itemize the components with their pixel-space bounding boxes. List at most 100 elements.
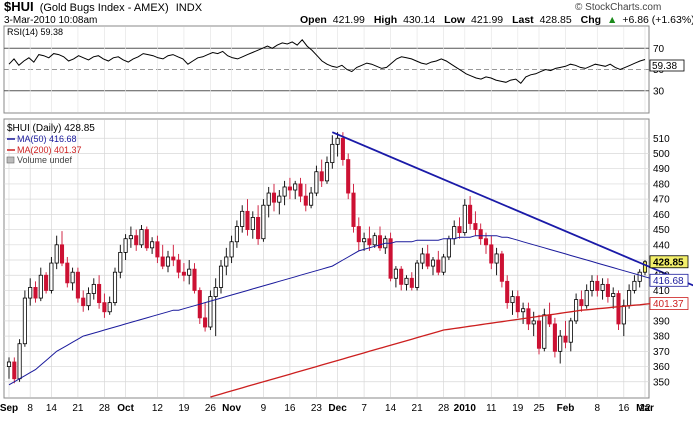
- candle: [642, 260, 648, 276]
- candle-body: [123, 238, 128, 253]
- candle-body: [65, 262, 70, 284]
- candle-body: [298, 183, 303, 197]
- x-tick-label: 8: [27, 403, 33, 414]
- candle: [17, 339, 22, 382]
- candle-body: [218, 265, 224, 288]
- candle: [271, 183, 277, 212]
- candle: [377, 226, 383, 251]
- candle: [293, 180, 298, 200]
- candle-body: [28, 287, 33, 299]
- x-tick-label: 14: [385, 403, 397, 414]
- candle-body: [595, 280, 600, 291]
- candle-body: [377, 235, 383, 249]
- candle-body: [483, 238, 489, 246]
- candle-body: [91, 283, 96, 294]
- last-label: Last: [512, 14, 534, 26]
- candle-body: [144, 229, 149, 249]
- candle-body: [245, 210, 250, 230]
- candle-body: [552, 323, 557, 352]
- candle-body: [510, 296, 515, 304]
- candle: [28, 278, 33, 306]
- candle-body: [12, 361, 17, 380]
- candle-body: [430, 259, 436, 267]
- candle: [510, 290, 515, 315]
- candle-body: [335, 137, 340, 145]
- candle: [208, 290, 213, 331]
- price-tick-label: 440: [653, 240, 670, 251]
- candle-body: [187, 268, 192, 276]
- ma200-badge-text: 401.37: [653, 299, 684, 310]
- candle: [187, 260, 192, 285]
- price-badges: 428.85 416.68 401.37: [649, 255, 689, 310]
- x-tick-label: 28: [99, 403, 111, 414]
- candle-body: [176, 259, 181, 273]
- candle: [160, 244, 165, 270]
- low-value: 421.99: [471, 14, 503, 26]
- candle: [139, 225, 144, 248]
- candle-body: [165, 256, 171, 267]
- candle: [505, 275, 510, 309]
- candle: [277, 190, 282, 215]
- chg-label: Chg: [581, 14, 601, 26]
- candle: [118, 244, 123, 279]
- candle: [632, 275, 637, 294]
- candle-body: [75, 271, 80, 299]
- price-tick-label: 490: [653, 164, 670, 175]
- candle-body: [86, 293, 91, 307]
- rsi-tick-label: 70: [653, 44, 665, 55]
- candle: [287, 177, 292, 200]
- candle-body: [627, 290, 632, 307]
- candle: [605, 278, 610, 303]
- candle-body: [6, 361, 12, 367]
- candle-body: [171, 256, 176, 261]
- candle: [568, 317, 573, 352]
- candle-body: [441, 256, 446, 273]
- price-tick-label: 500: [653, 149, 670, 160]
- candle-body: [330, 143, 335, 164]
- high-label: High: [374, 14, 397, 26]
- candle-body: [505, 280, 510, 304]
- candle-body: [229, 241, 234, 258]
- candle: [234, 220, 239, 248]
- candle-body: [420, 253, 425, 264]
- candle-body: [425, 253, 430, 267]
- candle-body: [446, 238, 451, 258]
- candle: [123, 234, 128, 261]
- header: $HUI (Gold Bugs Index - AMEX) INDX © Sto…: [4, 0, 693, 26]
- price-tick-label: 460: [653, 210, 670, 221]
- candle-body: [489, 244, 494, 264]
- candle-body: [563, 335, 568, 343]
- candle-body: [181, 271, 186, 276]
- candle-body: [452, 226, 457, 240]
- candle: [144, 226, 149, 251]
- price-panel-label: $HUI (Daily) 428.85: [7, 123, 95, 134]
- x-tick-label: 25: [533, 403, 545, 414]
- candle: [112, 267, 118, 306]
- candle: [224, 247, 229, 276]
- candle-body: [54, 244, 59, 264]
- price-tick-label: 370: [653, 347, 670, 358]
- candle: [86, 287, 91, 311]
- candle-body: [579, 299, 584, 307]
- ma200-badge: 401.37: [649, 297, 689, 310]
- candle: [399, 266, 404, 291]
- candle-body: [468, 204, 473, 224]
- candle-body: [457, 226, 462, 234]
- candle-body: [224, 256, 229, 267]
- ma200-legend-label: MA(200) 401.37: [17, 145, 82, 155]
- candle-body: [324, 162, 330, 182]
- candle: [303, 183, 308, 212]
- candle-body: [600, 283, 605, 291]
- candle: [298, 177, 303, 203]
- x-tick-label: Nov: [222, 403, 241, 414]
- candle: [616, 290, 621, 331]
- price-legend: $HUI (Daily) 428.85 MA(50) 416.68 MA(200…: [6, 123, 95, 165]
- candle-body: [208, 296, 213, 328]
- candle-body: [547, 314, 552, 325]
- candle: [340, 132, 345, 166]
- candle-body: [33, 287, 38, 299]
- candle: [309, 186, 314, 209]
- candle-body: [192, 268, 197, 291]
- candle: [589, 275, 595, 297]
- candle: [436, 250, 441, 276]
